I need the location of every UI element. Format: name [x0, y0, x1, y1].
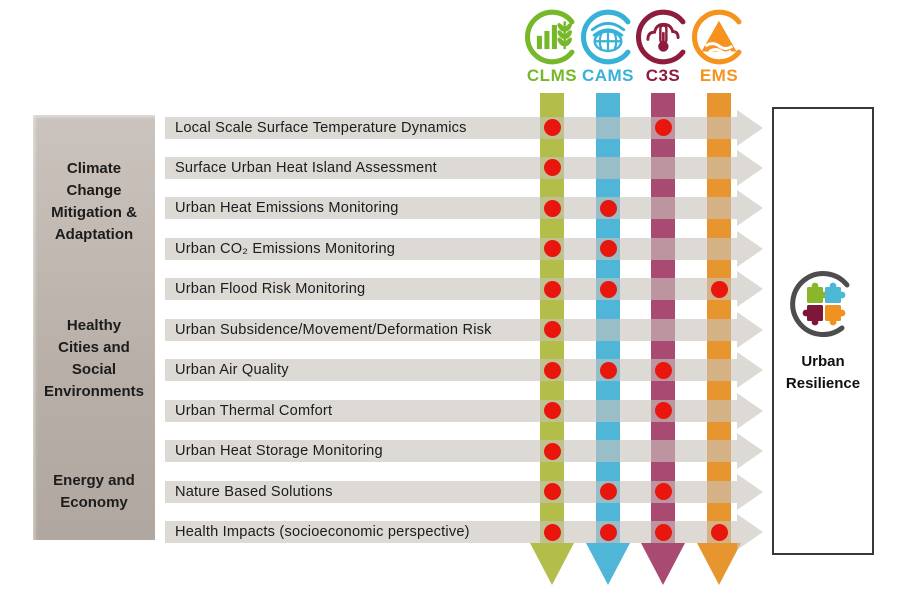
mapping-dot-clms-row2	[543, 159, 561, 177]
service-label-cams: CAMS	[581, 66, 635, 85]
application-label: Urban Heat Emissions Monitoring	[175, 200, 399, 217]
cams-atmosphere-monitoring-icon	[579, 8, 637, 66]
mapping-dot-cams-row4	[599, 240, 617, 258]
application-arrow: Health Impacts (socioeconomic perspectiv…	[165, 514, 763, 550]
application-label: Surface Urban Heat Island Assessment	[175, 159, 437, 176]
application-arrow: Urban Thermal Comfort	[165, 392, 763, 429]
mapping-dot-cams-row3	[599, 199, 617, 217]
application-label: Health Impacts (socioeconomic perspectiv…	[175, 524, 470, 540]
arrowhead-right-icon	[737, 230, 763, 267]
mapping-dot-clms-row4	[543, 240, 561, 258]
arrowhead-right-icon	[737, 311, 763, 348]
application-arrow: Nature Based Solutions	[165, 473, 763, 510]
application-arrow: Urban Subsidence/Movement/Deformation Ri…	[165, 311, 763, 348]
arrowhead-right-icon	[737, 392, 763, 429]
mapping-dot-cams-row10	[599, 483, 617, 501]
ems-emergency-management-icon	[690, 8, 748, 66]
mapping-dot-cams-row5	[599, 280, 617, 298]
service-column-arrowhead-cams	[586, 543, 630, 585]
mapping-dot-clms-row5	[543, 280, 561, 298]
service-column-arrowhead-clms	[530, 543, 574, 585]
mapping-dot-clms-row8	[543, 402, 561, 420]
application-arrow: Urban Heat Storage Monitoring	[165, 433, 763, 470]
application-label: Urban Flood Risk Monitoring	[175, 281, 366, 298]
arrowhead-right-icon	[737, 473, 763, 510]
application-label: Urban Subsidence/Movement/Deformation Ri…	[175, 321, 492, 338]
application-label: Nature Based Solutions	[175, 483, 333, 500]
arrowhead-right-icon	[737, 271, 763, 308]
service-column-arrowhead-c3s	[641, 543, 685, 585]
mapping-dot-clms-row3	[543, 199, 561, 217]
service-label-ems: EMS	[699, 66, 739, 85]
category-climate-change-label: Climate Change Mitigation & Adaptation	[51, 160, 137, 243]
arrowhead-right-icon	[737, 352, 763, 389]
mapping-dot-cams-row11	[599, 523, 617, 541]
urban-resilience-puzzle-icon	[787, 268, 859, 345]
outcome-title: Urban Resilience	[785, 352, 861, 392]
service-label-clms: CLMS	[526, 66, 578, 85]
clms-land-monitoring-icon	[523, 8, 581, 66]
mapping-dot-clms-row9	[543, 442, 561, 460]
application-arrow: Local Scale Surface Temperature Dynamics	[165, 109, 763, 146]
application-arrow: Urban Flood Risk Monitoring	[165, 271, 763, 308]
mapping-dot-clms-row7	[543, 361, 561, 379]
mapping-dot-clms-row6	[543, 321, 561, 339]
outcome-box: Urban Resilience	[772, 107, 874, 555]
mapping-dot-cams-row7	[599, 361, 617, 379]
mapping-dot-clms-row11	[543, 523, 561, 541]
mapping-dot-c3s-row1	[654, 119, 672, 136]
service-label-c3s: C3S	[645, 66, 681, 85]
mapping-dot-ems-row5	[710, 280, 728, 298]
mapping-dot-c3s-row10	[654, 483, 672, 501]
application-arrow: Urban Heat Emissions Monitoring	[165, 190, 763, 227]
application-label: Local Scale Surface Temperature Dynamics	[175, 119, 467, 136]
sidebar-category-panel: Climate Change Mitigation & Adaptation H…	[33, 115, 155, 540]
c3s-climate-change-icon	[634, 8, 692, 66]
mapping-dot-c3s-row11	[654, 523, 672, 541]
mapping-dot-clms-row10	[543, 483, 561, 501]
arrowhead-right-icon	[737, 109, 763, 146]
category-energy-economy-label: Energy and Economy	[53, 472, 135, 511]
category-healthy-cities-label: Healthy Cities and Social Environments	[43, 317, 145, 400]
application-arrow: Urban CO₂ Emissions Monitoring	[165, 230, 763, 267]
application-label: Urban Heat Storage Monitoring	[175, 443, 383, 460]
service-column-arrowhead-ems	[697, 543, 741, 585]
mapping-dot-ems-row11	[710, 523, 728, 541]
mapping-dot-c3s-row8	[654, 402, 672, 420]
arrowhead-right-icon	[737, 149, 763, 186]
arrowhead-right-icon	[737, 514, 763, 550]
arrowhead-right-icon	[737, 190, 763, 227]
application-arrow: Urban Air Quality	[165, 352, 763, 389]
mapping-dot-clms-row1	[543, 119, 561, 136]
application-label: Urban Thermal Comfort	[175, 402, 333, 419]
application-label: Urban Air Quality	[175, 362, 289, 379]
arrowhead-right-icon	[737, 433, 763, 470]
application-arrow: Surface Urban Heat Island Assessment	[165, 149, 763, 186]
mapping-dot-c3s-row7	[654, 361, 672, 379]
application-label: Urban CO₂ Emissions Monitoring	[175, 240, 396, 257]
